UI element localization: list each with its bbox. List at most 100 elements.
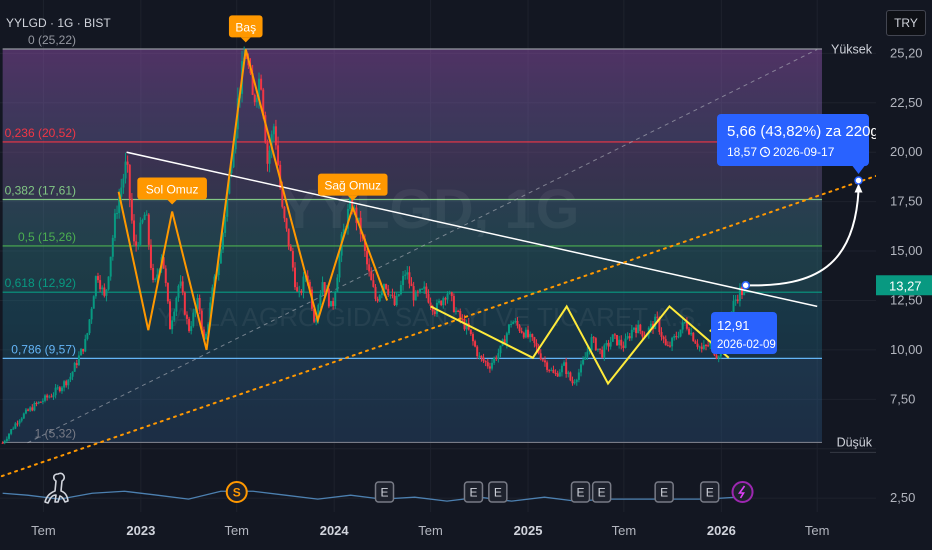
candle-body [67,379,70,386]
candle-body [382,284,385,292]
candle-body [137,244,140,247]
candle-body [438,300,441,303]
pattern-label-pointer [167,199,178,205]
candle-body [632,327,635,330]
candle-body [209,302,212,325]
candle-body [630,329,633,339]
candle-body [607,342,610,347]
candle-body [673,336,676,338]
candle-body [491,362,494,369]
candle-body [268,150,271,164]
candle-body [156,274,159,279]
candle-body [582,359,585,365]
candle-body [569,372,572,381]
candle-body [145,214,148,216]
candle-body [378,295,381,302]
candle-body [22,413,25,419]
candle-body [130,198,133,221]
candle-body [283,206,286,219]
candle-body [50,396,53,398]
candle-body [323,282,326,293]
candle-body [427,293,430,303]
earnings-event-icon [488,481,508,503]
candle-body [86,333,89,340]
candle-body [141,219,144,223]
candle-body [603,345,606,358]
currency-button[interactable]: TRY [886,10,926,36]
candle-body [482,357,485,362]
candle-body [387,288,390,295]
time-axis-tick: 2024 [320,523,350,538]
candle-body [226,193,229,217]
candle-body [113,213,116,238]
candle-body [245,57,248,59]
candle-body [202,329,205,340]
candle-body [495,357,498,360]
candle-body [73,363,76,372]
projection-label-pointer [852,166,865,174]
candle-body [327,289,330,307]
current-point-label-bg [711,312,777,354]
candle-body [264,115,267,143]
candle-body [421,288,424,290]
candle-body [188,318,191,332]
candle-body [31,407,34,411]
candle-body [177,285,180,298]
candle-body [563,362,566,366]
candle-body [624,338,627,348]
candle-body [287,228,290,247]
candle-body [571,380,574,384]
pattern-label-bg [228,15,263,38]
earnings-event-glyph: E [706,486,714,500]
candle-body [317,304,320,319]
candle-body [573,382,576,384]
candle-body [14,423,17,429]
projection-label-bg [717,114,869,166]
candle-body [99,280,102,290]
candle-body [101,287,104,290]
candle-body [692,332,695,342]
low-tag: Düşük [837,435,873,449]
candle-body [71,371,74,377]
time-axis-bg [0,512,932,550]
candle-body [272,126,275,135]
candle-body [44,395,47,401]
candle-body [516,320,519,326]
candle-body [257,78,260,99]
candle-body [185,314,188,319]
candle-body [105,289,108,296]
candle-body [10,429,13,434]
candle-body [556,373,559,377]
candle-body [315,318,318,322]
candle-body [717,356,720,359]
time-axis-tick: 2025 [514,523,543,538]
candle-body [380,291,383,296]
candle-body [435,302,438,314]
candle-body [459,310,462,319]
candle-body [554,372,557,374]
candle-body [518,325,521,331]
fib-level-label: 0,786 (9,57) [11,342,76,356]
candle-body [162,257,165,269]
candle-body [497,353,500,360]
candle-body [414,291,417,301]
candle-body [499,345,502,354]
clock-icon [759,146,771,158]
candle-body [702,345,705,350]
candle-body [39,401,42,403]
price-axis-tick: 10,00 [890,342,923,357]
candle-body [469,329,472,335]
candle-body [503,339,506,344]
candle-body [118,196,121,214]
candle-body [418,289,421,293]
candle-body [154,278,157,280]
candle-body [103,287,106,296]
candle-body [522,332,525,338]
candle-body [541,359,544,361]
candle-body [599,348,602,350]
candle-body [639,324,642,332]
candle-body [741,286,744,295]
candle-body [372,280,375,287]
earnings-event-glyph: E [494,486,502,500]
